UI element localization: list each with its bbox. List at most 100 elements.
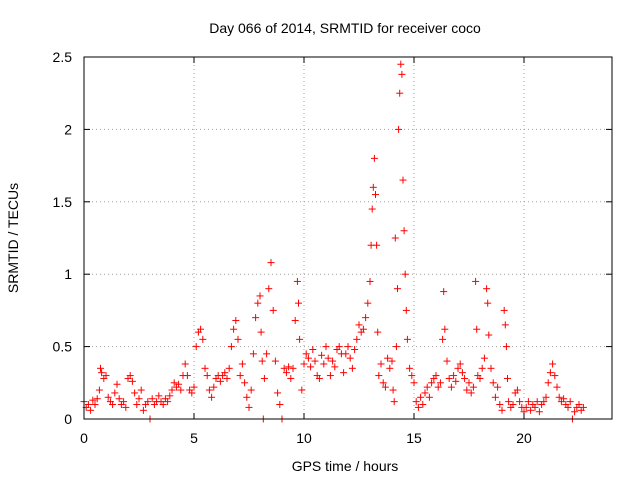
data-point — [87, 406, 95, 414]
data-point — [208, 393, 216, 401]
data-point — [408, 372, 416, 380]
data-point — [274, 389, 282, 397]
data-point — [496, 401, 504, 409]
data-point — [331, 363, 339, 371]
data-point — [326, 372, 334, 380]
data-point — [282, 369, 290, 377]
data-point — [225, 364, 233, 372]
data-point — [375, 372, 383, 380]
data-point — [443, 357, 451, 365]
data-point — [396, 89, 404, 97]
data-point — [256, 292, 264, 300]
axis-ticks — [83, 56, 612, 420]
data-point — [177, 386, 185, 394]
data-point — [309, 345, 317, 353]
data-point — [564, 403, 572, 411]
data-point — [280, 364, 288, 372]
data-point — [473, 325, 481, 333]
data-point — [285, 363, 293, 371]
data-point — [489, 379, 497, 387]
data-point — [398, 70, 406, 78]
data-point — [91, 401, 99, 409]
data-point — [276, 401, 284, 409]
data-point — [135, 395, 143, 403]
data-point — [494, 383, 502, 391]
data-point — [421, 389, 429, 397]
data-point — [227, 343, 235, 351]
data-point — [399, 176, 407, 184]
data-point — [381, 383, 389, 391]
data-point — [148, 395, 156, 403]
grid — [84, 57, 612, 419]
data-point — [342, 350, 350, 358]
data-point — [221, 369, 229, 377]
data-point — [379, 379, 387, 387]
data-point — [362, 314, 370, 322]
data-point — [190, 383, 198, 391]
data-point — [366, 277, 374, 285]
data-point — [293, 277, 301, 285]
data-point — [456, 360, 464, 368]
x-tick-label: 10 — [296, 430, 312, 446]
data-point — [260, 374, 268, 382]
data-point — [450, 372, 458, 380]
data-point — [491, 393, 499, 401]
data-point — [560, 395, 568, 403]
data-point — [527, 406, 535, 414]
data-point — [551, 372, 559, 380]
data-point — [441, 325, 449, 333]
x-tick-label: 15 — [406, 430, 422, 446]
data-point — [324, 354, 332, 362]
data-point — [254, 299, 262, 307]
data-point — [302, 350, 310, 358]
chart-title: Day 066 of 2014, SRMTID for receiver coc… — [209, 20, 481, 36]
data-point — [170, 379, 178, 387]
data-point — [555, 393, 563, 401]
data-point — [395, 125, 403, 133]
data-point — [236, 372, 244, 380]
data-point — [104, 393, 112, 401]
data-point — [575, 401, 583, 409]
data-point — [476, 374, 484, 382]
data-point — [373, 241, 381, 249]
data-point — [469, 383, 477, 391]
data-point — [549, 360, 557, 368]
data-point — [406, 364, 414, 372]
plot-frame — [83, 56, 613, 420]
data-point — [394, 285, 401, 293]
data-point — [504, 374, 511, 382]
data-points — [80, 60, 587, 423]
data-point — [247, 386, 255, 394]
y-tick-label: 1.5 — [53, 194, 73, 210]
data-point — [498, 406, 506, 414]
data-point — [258, 357, 266, 365]
data-point — [425, 393, 433, 401]
data-point — [368, 205, 376, 213]
data-point — [391, 234, 399, 242]
data-point — [291, 317, 299, 325]
data-point — [513, 386, 521, 394]
data-point — [359, 325, 367, 333]
data-point — [344, 343, 352, 351]
x-tick-label: 20 — [516, 430, 532, 446]
data-point — [269, 306, 277, 314]
data-point — [126, 372, 134, 380]
data-point — [137, 386, 145, 394]
data-point — [388, 357, 396, 365]
data-point — [109, 401, 117, 409]
data-point — [241, 379, 249, 387]
data-point — [120, 398, 128, 406]
data-point — [249, 350, 257, 358]
data-point — [478, 364, 486, 372]
data-point — [531, 403, 539, 411]
data-point — [234, 335, 242, 343]
data-point — [392, 343, 400, 351]
y-tick-label: 1 — [64, 266, 72, 282]
data-point — [417, 393, 425, 401]
data-point — [238, 360, 246, 368]
data-point — [535, 408, 543, 416]
data-point — [287, 374, 295, 382]
data-point — [263, 350, 271, 358]
data-point — [401, 270, 409, 278]
data-point — [533, 398, 541, 406]
